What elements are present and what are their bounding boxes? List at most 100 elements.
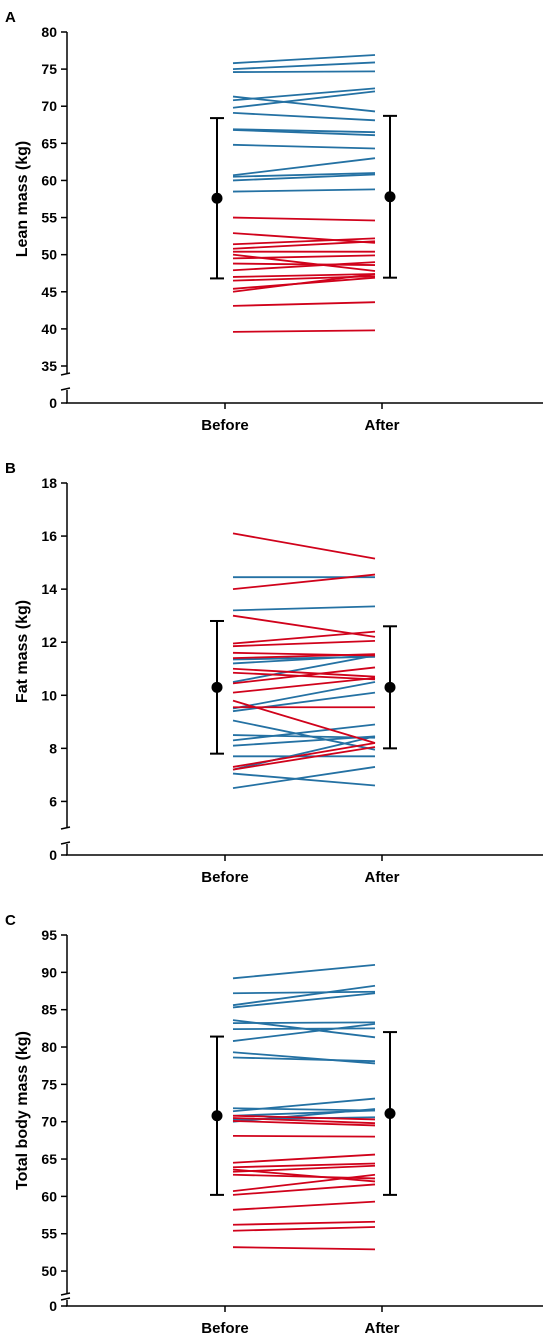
mean-point-before [211,681,223,693]
subject-line-blue [232,735,376,747]
subject-line-blue [232,172,376,178]
subject-line-red [232,639,376,648]
subject-line-red [232,532,376,560]
mean-point-after [384,1107,396,1119]
y-axis-title: Fat mass (kg) [14,600,31,703]
subject-line-red [232,1114,376,1121]
subject-line-blue [232,681,376,710]
subject-line-blue [232,772,376,787]
y-tick-label: 6 [49,793,57,809]
subject-line-blue [232,1097,376,1113]
subject-line-blue [232,129,376,137]
y-tick-label: 85 [41,1002,57,1018]
y-tick-label: 75 [41,61,57,77]
subject-line-red [232,1226,376,1232]
panel-letter-b: B [5,460,16,477]
y-tick-label: 75 [41,1076,57,1092]
subject-line-red [232,630,376,645]
y-tick-label: 55 [41,1226,57,1242]
subject-line-blue [232,719,376,751]
mean-point-after [384,191,396,203]
axis-break-mark [60,387,71,391]
subject-line-blue [232,188,376,193]
subject-line-red [232,1134,376,1138]
y-tick-label: 70 [41,1114,57,1130]
x-category-label-before: Before [201,1320,249,1337]
axis-break-mark [60,841,71,845]
subject-line-blue [232,735,376,771]
subject-line-red [232,240,376,250]
subject-line-red [232,1183,376,1196]
subject-line-red [232,273,376,293]
y-axis-title: Total body mass (kg) [14,1031,31,1190]
subject-line-blue [232,1022,376,1042]
y-tick-label: 70 [41,98,57,114]
subject-line-red [232,746,376,771]
subject-line-red [232,273,376,278]
y-tick-label: 8 [49,740,57,756]
subject-line-red [232,1246,376,1251]
subject-line-blue [232,173,376,182]
y-tick-label-zero: 0 [49,1298,57,1314]
x-category-label-before: Before [201,417,249,434]
y-tick-label: 55 [41,210,57,226]
y-tick-label: 12 [41,634,57,650]
mean-point-after [384,681,396,693]
y-tick-label: 90 [41,964,57,980]
subject-line-blue [232,128,376,134]
y-axis-title: Lean mass (kg) [14,141,31,257]
y-tick-label: 95 [41,927,57,943]
subject-line-blue [232,61,376,71]
subject-line-red [232,1200,376,1211]
subject-line-red [232,667,376,678]
subject-line-blue [232,1056,376,1063]
y-tick-label: 40 [41,321,57,337]
y-tick-label: 65 [41,135,57,151]
subject-line-blue [232,143,376,150]
subject-line-blue [232,1051,376,1065]
subject-line-red [232,1220,376,1226]
axis-break-mark [60,1297,71,1301]
subject-line-blue [232,723,376,742]
subject-line-red [232,232,376,244]
subject-line-red [232,677,376,694]
subject-line-blue [232,1027,376,1030]
subject-line-blue [232,1021,376,1025]
mean-point-before [211,1110,223,1122]
subject-line-blue [232,70,376,73]
y-tick-label: 45 [41,284,57,300]
subject-line-red [232,573,376,591]
panel-letter-a: A [5,9,16,26]
subject-line-blue [232,766,376,790]
y-tick-label: 65 [41,1151,57,1167]
subject-line-red [232,1173,376,1193]
subject-line-red [232,1117,376,1125]
subject-line-blue [232,984,376,1007]
y-tick-label: 50 [41,247,57,263]
y-tick-label: 14 [41,581,57,597]
x-category-label-before: Before [201,869,249,886]
subject-line-blue [232,87,376,102]
y-tick-label: 16 [41,528,57,544]
axis-break-mark [60,1292,71,1296]
panel-letter-c: C [5,912,16,929]
subject-line-blue [232,157,376,177]
y-tick-label: 80 [41,24,57,40]
subject-line-red [232,1164,376,1173]
y-tick-label: 10 [41,687,57,703]
subject-line-red [232,653,376,660]
subject-line-blue [232,654,376,665]
subject-line-red [232,666,376,685]
y-tick-label: 80 [41,1039,57,1055]
subject-line-blue [232,54,376,65]
subject-line-red [232,262,376,266]
subject-line-red [232,301,376,307]
subject-line-blue [232,963,376,980]
subject-line-blue [232,654,376,683]
axis-break-mark [60,372,71,376]
y-tick-label-zero: 0 [49,847,57,863]
y-tick-label-zero: 0 [49,395,57,411]
subject-line-red [232,261,376,272]
subject-line-red [232,216,376,222]
